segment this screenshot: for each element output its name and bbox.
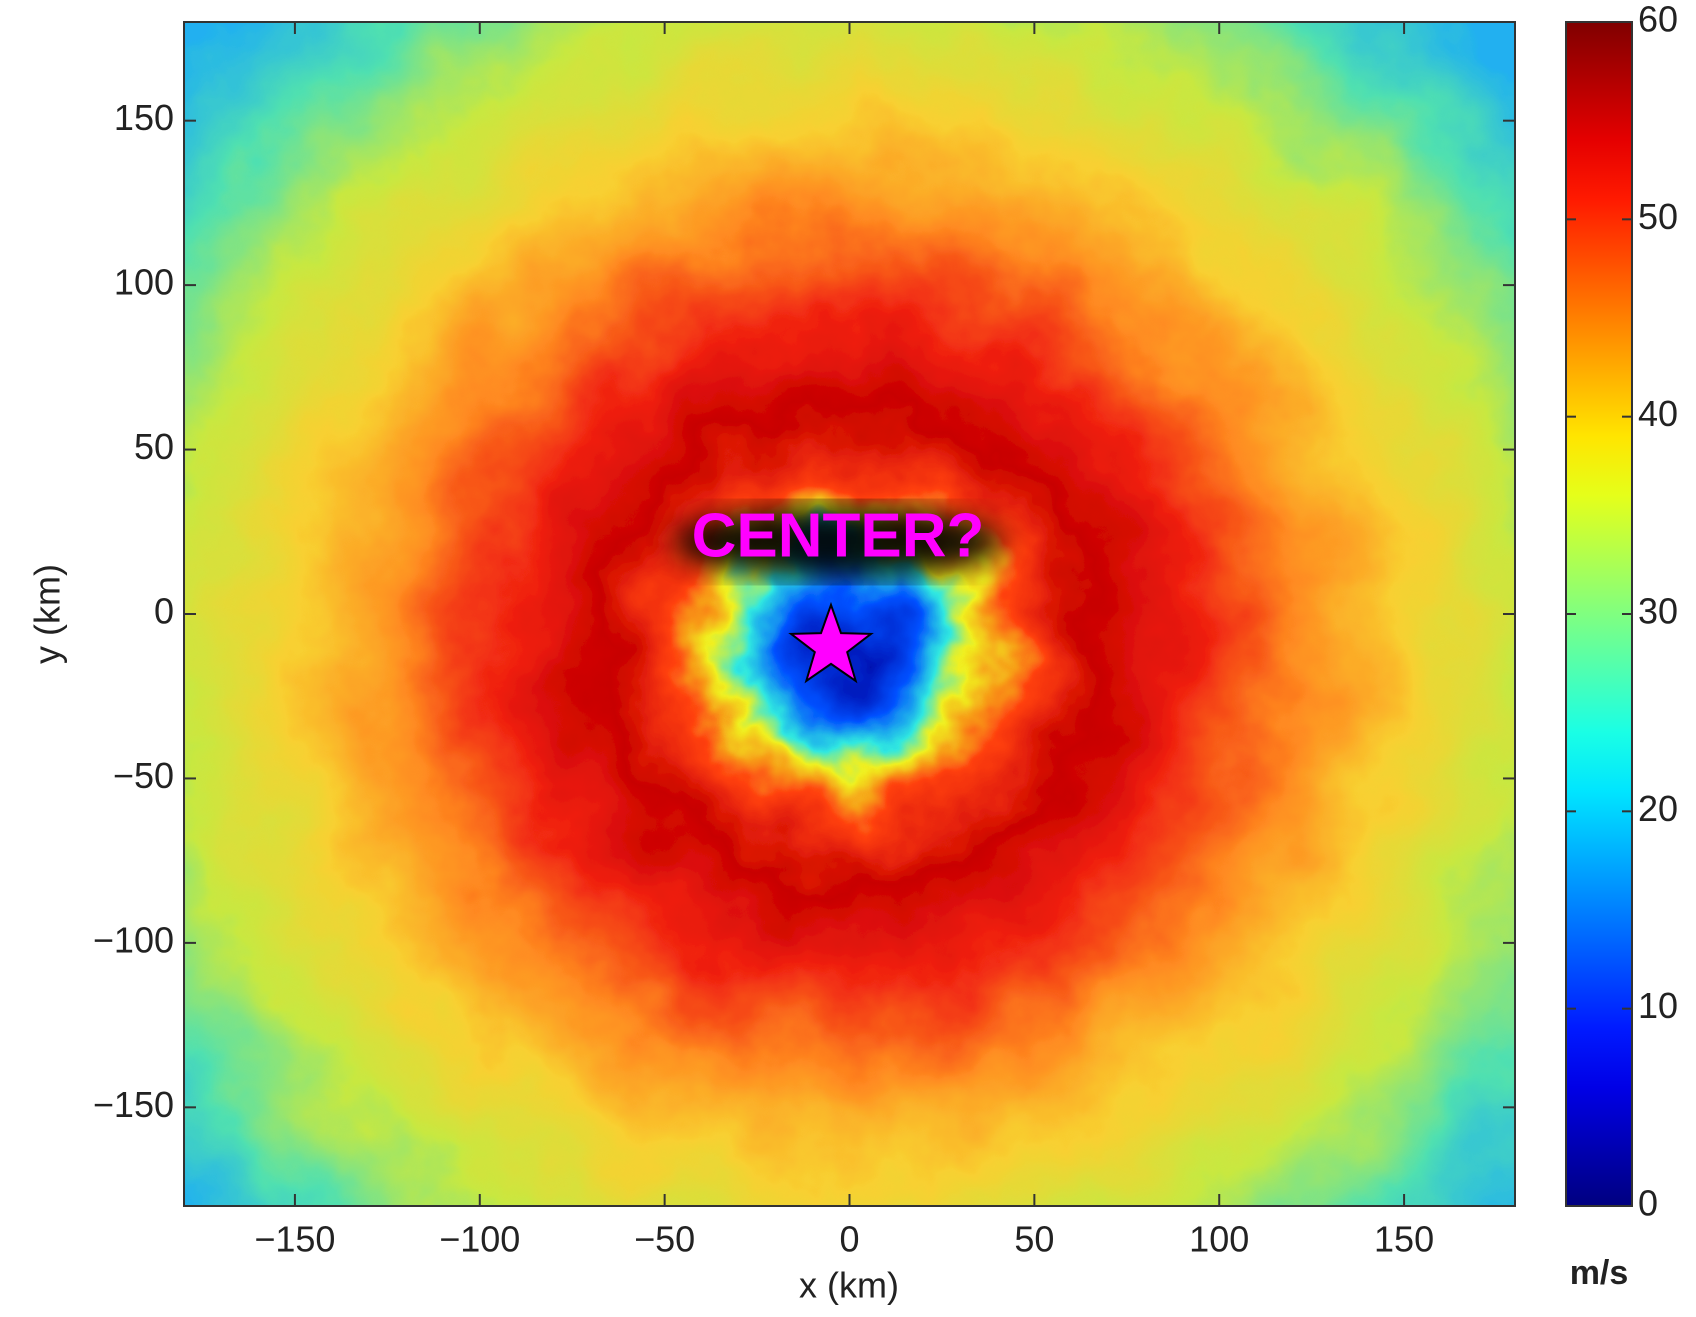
x-tick-label: −50: [634, 1219, 695, 1260]
heatmap-field: [184, 22, 1515, 1206]
annotation: CENTER?: [692, 501, 985, 570]
y-tick-label: 100: [114, 262, 174, 303]
y-tick-label: −100: [93, 919, 174, 960]
y-tick-label: 150: [114, 97, 174, 138]
wind-field: [184, 22, 1515, 1206]
colorbar-tick-label: 0: [1638, 1183, 1658, 1224]
y-tick-label: 0: [154, 591, 174, 632]
colorbar-label: m/s: [1570, 1254, 1629, 1292]
colorbar-tick-label: 30: [1638, 591, 1678, 632]
colorbar-tick-label: 10: [1638, 985, 1678, 1026]
colorbar-tick-label: 60: [1638, 0, 1678, 40]
y-axis-label: y (km): [27, 564, 68, 664]
label-shadow: [673, 506, 1003, 578]
x-tick-label: −100: [439, 1219, 520, 1260]
colorbar: [1565, 21, 1633, 1207]
x-tick-label: 150: [1374, 1219, 1434, 1260]
x-tick-label: −150: [254, 1219, 335, 1260]
x-tick-label: 0: [839, 1219, 859, 1260]
x-axis-label: x (km): [799, 1265, 899, 1306]
colorbar-tick-label: 40: [1638, 393, 1678, 434]
colorbar-tick-label: 20: [1638, 788, 1678, 829]
y-tick-label: 50: [134, 426, 174, 467]
colorbar-tick-label: 50: [1638, 196, 1678, 237]
center-marker: [788, 601, 874, 684]
x-tick-label: 50: [1014, 1219, 1054, 1260]
y-tick-label: −150: [93, 1084, 174, 1125]
y-tick-label: −50: [113, 755, 174, 796]
x-tick-label: 100: [1189, 1219, 1249, 1260]
